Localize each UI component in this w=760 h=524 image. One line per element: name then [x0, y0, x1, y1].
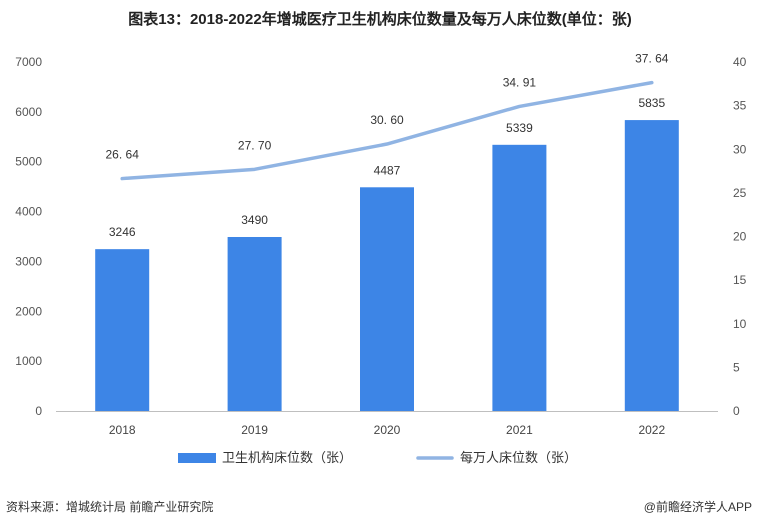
y-right-tick-label: 25 — [733, 186, 747, 200]
legend-swatch-bar — [178, 453, 216, 463]
bar-value-label: 5835 — [638, 96, 665, 110]
bar-value-label: 3246 — [109, 225, 136, 239]
y-left-tick-label: 2000 — [15, 304, 42, 318]
bar-2022 — [624, 120, 679, 412]
y-left-tick-label: 0 — [35, 404, 42, 418]
line-value-label: 30. 60 — [370, 113, 404, 127]
x-tick-label: 2022 — [638, 423, 665, 437]
line-value-label: 26. 64 — [106, 148, 140, 162]
y-left-tick-label: 1000 — [15, 354, 42, 368]
y-left-tick-label: 4000 — [15, 205, 42, 219]
bar-2021 — [492, 144, 547, 411]
bar-2019 — [227, 236, 282, 411]
line-series-per-10k — [120, 80, 654, 181]
bar-value-label: 4487 — [374, 163, 401, 177]
y-right-tick-label: 15 — [733, 273, 747, 287]
line-value-label: 34. 91 — [503, 75, 537, 89]
y-right-tick-label: 0 — [733, 404, 740, 418]
bar-value-label: 5339 — [506, 121, 533, 135]
y-left-tick-label: 3000 — [15, 254, 42, 268]
y-right-tick-label: 5 — [733, 360, 740, 374]
source-note: 资料来源：增城统计局 前瞻产业研究院 — [6, 500, 214, 514]
y-right-tick-label: 35 — [733, 99, 747, 113]
brand-credit: @前瞻经济学人APP — [643, 500, 752, 514]
x-tick-label: 2021 — [506, 423, 533, 437]
y-left-tick-label: 5000 — [15, 155, 42, 169]
line-value-label: 37. 64 — [635, 52, 669, 66]
line-value-label: 27. 70 — [238, 138, 272, 152]
bar-value-label: 3490 — [241, 213, 268, 227]
y-right-tick-label: 10 — [733, 317, 747, 331]
x-tick-label: 2020 — [374, 423, 401, 437]
y-left-tick-label: 7000 — [15, 55, 42, 69]
y-right-tick-label: 30 — [733, 142, 747, 156]
x-tick-label: 2019 — [241, 423, 268, 437]
chart-title: 图表13：2018-2022年增城医疗卫生机构床位数量及每万人床位数(单位：张) — [128, 11, 632, 28]
y-left-tick-label: 6000 — [15, 105, 42, 119]
legend-label-bar: 卫生机构床位数（张） — [222, 450, 352, 465]
y-right-tick-label: 20 — [733, 230, 747, 244]
x-tick-label: 2018 — [109, 423, 136, 437]
bar-2018 — [95, 249, 150, 411]
y-right-tick-label: 40 — [733, 55, 747, 69]
bar-2020 — [360, 187, 414, 411]
legend-label-line: 每万人床位数（张） — [460, 450, 577, 465]
